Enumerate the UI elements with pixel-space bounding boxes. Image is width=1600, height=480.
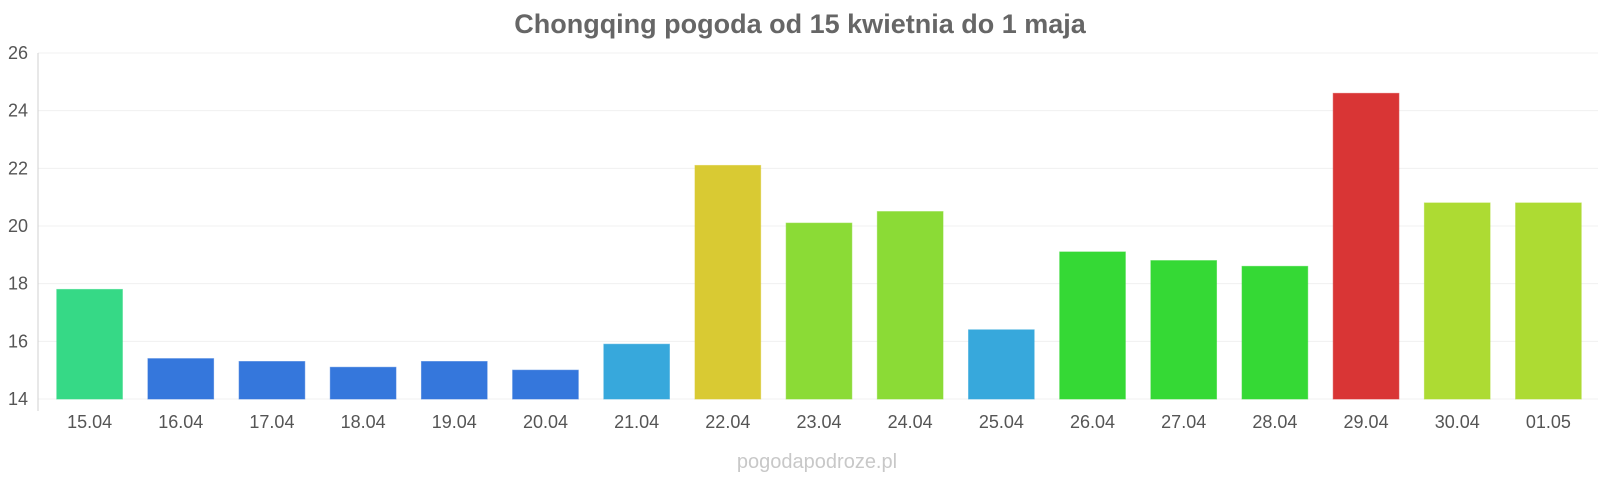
bar <box>876 211 944 400</box>
bar <box>238 361 306 400</box>
x-tick-label: 28.04 <box>1252 412 1297 432</box>
x-tick-label: 29.04 <box>1344 412 1389 432</box>
bar <box>1332 92 1400 400</box>
x-tick-label: 26.04 <box>1070 412 1115 432</box>
bar <box>512 369 579 400</box>
x-tick-label: 21.04 <box>614 412 659 432</box>
x-tick-label: 25.04 <box>979 412 1024 432</box>
bar <box>1150 260 1218 400</box>
x-tick-label: 15.04 <box>67 412 112 432</box>
x-tick-label: 20.04 <box>523 412 568 432</box>
y-tick-label: 14 <box>8 389 28 409</box>
y-tick-label: 26 <box>8 43 28 63</box>
y-axis-ticks: 14 16 18 20 22 24 26 <box>8 43 28 409</box>
y-tick-label: 16 <box>8 331 28 351</box>
bar <box>603 343 670 400</box>
bar <box>1059 251 1126 400</box>
x-tick-label: 30.04 <box>1435 412 1480 432</box>
x-axis-ticks: 15.04 16.04 17.04 18.04 19.04 20.04 21.04 22.04… <box>67 412 1571 432</box>
x-tick-label: 22.04 <box>705 412 750 432</box>
x-tick-label: 18.04 <box>341 412 386 432</box>
bar <box>420 361 488 400</box>
x-tick-label: 19.04 <box>432 412 477 432</box>
y-tick-label: 22 <box>8 158 28 178</box>
x-tick-label: 01.05 <box>1526 412 1571 432</box>
x-tick-label: 27.04 <box>1161 412 1206 432</box>
watermark: pogodapodroze.pl <box>737 451 897 473</box>
chart-title: Chongqing pogoda od 15 kwietnia do 1 maj… <box>514 9 1087 39</box>
x-tick-label: 23.04 <box>796 412 841 432</box>
bars <box>56 92 1582 400</box>
x-tick-label: 17.04 <box>249 412 294 432</box>
bar <box>147 358 215 400</box>
bar <box>1423 202 1491 400</box>
bar <box>968 329 1035 400</box>
y-tick-label: 24 <box>8 101 28 121</box>
bar <box>785 222 853 400</box>
x-tick-label: 16.04 <box>158 412 203 432</box>
bar <box>1515 202 1582 400</box>
bar <box>329 366 397 400</box>
bar <box>1241 265 1309 400</box>
y-tick-label: 20 <box>8 216 28 236</box>
bar <box>56 288 123 400</box>
y-tick-label: 18 <box>8 274 28 294</box>
x-tick-label: 24.04 <box>888 412 933 432</box>
bar <box>694 164 762 400</box>
